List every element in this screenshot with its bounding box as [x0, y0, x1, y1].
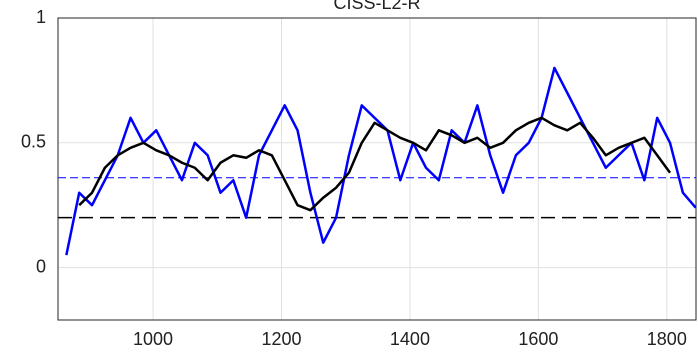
x-tick-label: 1800	[647, 329, 687, 349]
chart-title: CISS-L2-R	[333, 0, 420, 13]
plot-frame	[57, 17, 697, 321]
data-line	[78, 116, 672, 212]
y-tick-label: 1	[36, 7, 46, 27]
data-line	[65, 66, 697, 256]
x-tick-label: 1600	[518, 329, 558, 349]
x-tick-label: 1400	[390, 329, 430, 349]
y-tick-label: 0.5	[21, 132, 46, 152]
y-tick-label: 0	[36, 256, 46, 276]
x-tick-label: 1200	[261, 329, 301, 349]
x-tick-label: 1000	[133, 329, 173, 349]
